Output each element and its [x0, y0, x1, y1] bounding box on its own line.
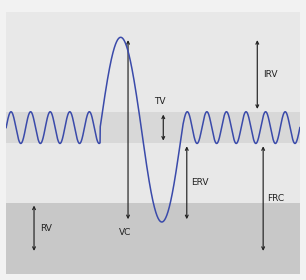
Bar: [6, 203, 300, 274]
Text: RV: RV: [40, 224, 52, 233]
Bar: [6, 13, 300, 203]
Bar: [6, 112, 300, 143]
Text: FRC: FRC: [267, 194, 285, 203]
Text: VC: VC: [119, 228, 131, 237]
Text: IRV: IRV: [263, 70, 278, 79]
Text: ERV: ERV: [191, 178, 209, 187]
Text: TV: TV: [155, 97, 166, 106]
